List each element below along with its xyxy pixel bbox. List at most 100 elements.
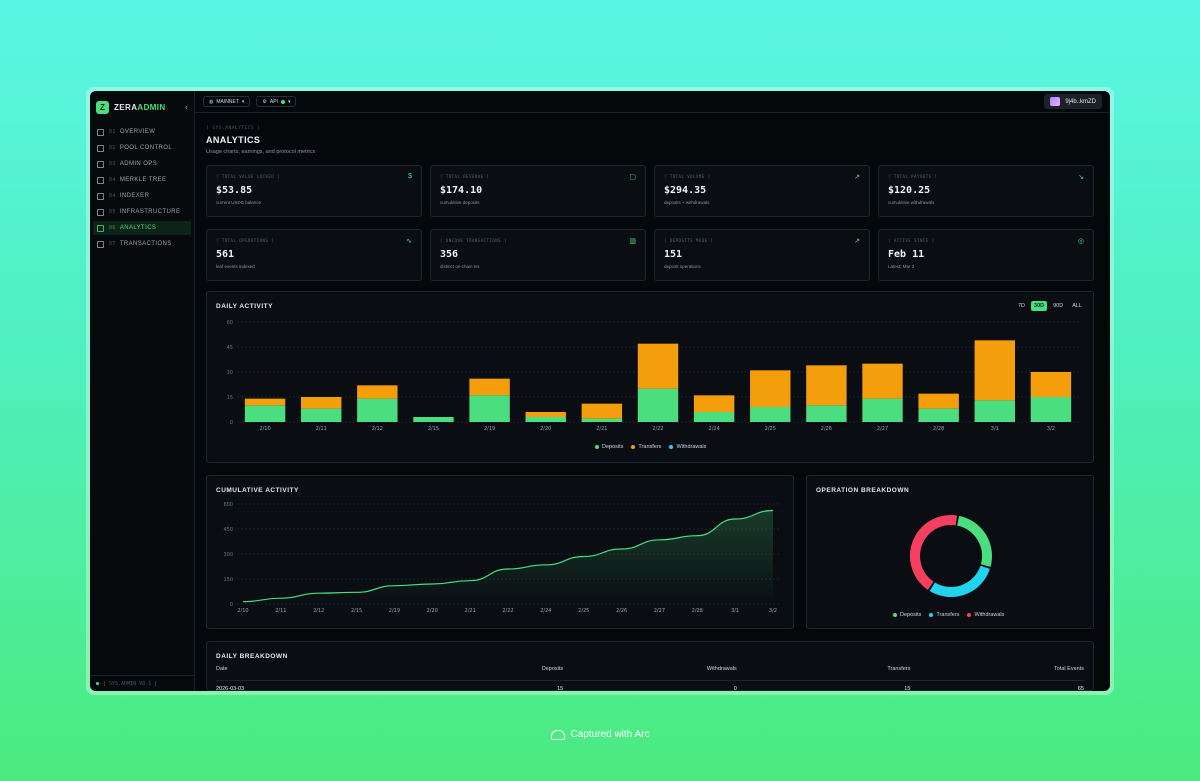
range-30d[interactable]: 30D xyxy=(1031,301,1048,311)
donut-slice-transfers[interactable] xyxy=(929,565,990,597)
cumulative-activity-panel: CUMULATIVE ACTIVITY 0 150 300 450 600 2/10 2/1… xyxy=(206,475,794,629)
donut-slice-deposits[interactable] xyxy=(956,515,992,567)
stat-label: [ TOTAL REVENUE ] xyxy=(440,174,490,179)
bar-deposits[interactable] xyxy=(637,388,679,422)
table-cell: 2026-03-03 xyxy=(216,686,245,691)
range-90d[interactable]: 90D xyxy=(1053,303,1064,309)
stat-value: $120.25 xyxy=(888,185,931,196)
page-sys-label: [ SYS.ANALYTICS ] xyxy=(206,126,261,131)
brand-logo-icon: Z xyxy=(96,100,109,114)
bar-deposits[interactable] xyxy=(357,398,398,422)
network-selector[interactable]: ◍ MAINNET ▾ xyxy=(203,96,251,107)
stat-value: $174.10 xyxy=(440,185,483,196)
sidebar-item-overview[interactable]: 01 OVERVIEW xyxy=(93,125,191,139)
legend-transfers[interactable]: Transfers xyxy=(631,444,661,450)
bar-transfers[interactable] xyxy=(750,370,791,407)
bar-transfers[interactable] xyxy=(469,378,510,396)
bar-transfers[interactable] xyxy=(581,403,623,419)
stat-label: [ DEPOSITS MADE ] xyxy=(664,238,714,243)
bar-transfers[interactable] xyxy=(1030,372,1072,397)
wallet-address: 9j4b..kmZD xyxy=(1065,98,1096,105)
bar-deposits[interactable] xyxy=(525,417,566,422)
bar-deposits[interactable] xyxy=(300,408,342,422)
bar-transfers[interactable] xyxy=(357,385,398,399)
nav-icon xyxy=(97,160,104,168)
legend-withdrawals[interactable]: Withdrawals xyxy=(669,444,706,450)
sidebar-item-indexer[interactable]: 04 INDEXER xyxy=(93,189,191,203)
cumulative-line[interactable] xyxy=(242,509,774,603)
brand[interactable]: Z ZERAADMIN ‹ xyxy=(90,95,194,119)
bar-transfers[interactable] xyxy=(693,395,735,412)
sidebar-item-admin-ops[interactable]: 03 ADMIN OPS xyxy=(93,157,191,171)
legend-dot-icon xyxy=(669,445,674,449)
bar-deposits[interactable] xyxy=(862,398,903,422)
stat-cards: [ TOTAL VALUE LOCKED ] $ $53.85 current USD… xyxy=(206,165,1099,293)
window-frame: Z ZERAADMIN ‹ 01 OVERVIEW 02 POOL CONTROL 03… xyxy=(86,87,1114,695)
legend-dot-icon xyxy=(631,445,636,449)
topbar: ◍ MAINNET ▾ ⚙ API ▾ 9j4b..kmZD xyxy=(195,91,1110,113)
nav-number: 01 xyxy=(109,129,116,135)
bar-deposits[interactable] xyxy=(974,400,1016,422)
legend-deposits[interactable]: Deposits xyxy=(595,444,623,450)
bar-deposits[interactable] xyxy=(918,408,959,422)
bar-transfers[interactable] xyxy=(974,340,1016,401)
bar-transfers[interactable] xyxy=(637,343,679,389)
cumulative-area xyxy=(243,510,773,604)
captured-with-arc: Captured with Arc xyxy=(0,729,1200,740)
stat-icon: ◎ xyxy=(1077,238,1084,245)
page-subtitle: Usage charts, earnings, and protocol met… xyxy=(206,149,316,155)
stat-subtext: deposits + withdrawals xyxy=(664,200,710,205)
chevron-down-icon: ▾ xyxy=(241,98,245,105)
bar-deposits[interactable] xyxy=(469,395,510,422)
bar-transfers[interactable] xyxy=(300,397,342,409)
table-cell: 0 xyxy=(733,686,737,691)
x-tick-label: 2/25 xyxy=(765,426,776,432)
x-tick-label: 3/1 xyxy=(991,426,999,432)
bar-deposits[interactable] xyxy=(1030,397,1072,422)
range-all[interactable]: ALL xyxy=(1072,303,1082,309)
x-tick-label: 2/15 xyxy=(351,608,362,614)
legend-withdrawals[interactable]: Withdrawals xyxy=(967,612,1004,618)
bar-deposits[interactable] xyxy=(244,405,286,422)
donut-slice-withdrawals[interactable] xyxy=(910,515,958,590)
range-7d[interactable]: 7D xyxy=(1017,303,1026,309)
bar-transfers[interactable] xyxy=(244,398,286,406)
legend-dot-icon xyxy=(929,613,934,617)
x-tick-label: 3/2 xyxy=(1047,426,1055,432)
column-header: Deposits xyxy=(541,666,564,672)
stat-value: $53.85 xyxy=(216,185,253,196)
x-tick-label: 2/15 xyxy=(428,426,439,432)
legend-deposits[interactable]: Deposits xyxy=(893,612,921,618)
x-tick-label: 2/28 xyxy=(933,426,944,432)
wallet-button[interactable]: 9j4b..kmZD xyxy=(1044,94,1102,109)
bar-transfers[interactable] xyxy=(806,365,847,406)
x-tick-label: 2/25 xyxy=(578,608,589,614)
sidebar-item-pool-control[interactable]: 02 POOL CONTROL xyxy=(93,141,191,155)
nav-number: 06 xyxy=(109,225,116,231)
y-tick-label: 0 xyxy=(230,602,233,608)
bar-deposits[interactable] xyxy=(806,405,847,422)
daily-breakdown-panel: DAILY BREAKDOWN Date Deposits Withdrawals T… xyxy=(206,641,1094,691)
nav-label: POOL CONTROL xyxy=(119,145,173,151)
sidebar-item-merkle-tree[interactable]: 04 MERKLE TREE xyxy=(93,173,191,187)
sidebar-item-infrastructure[interactable]: 05 INFRASTRUCTURE xyxy=(93,205,191,219)
sidebar-item-transactions[interactable]: 07 TRANSACTIONS xyxy=(93,237,191,251)
bar-deposits[interactable] xyxy=(693,412,735,422)
nav-number: 04 xyxy=(109,193,116,199)
table-header: Date Deposits Withdrawals Transfers Total Ev… xyxy=(216,666,1084,672)
stat-value: Feb 11 xyxy=(888,249,925,260)
bar-deposits[interactable] xyxy=(750,407,791,422)
api-status[interactable]: ⚙ API ▾ xyxy=(256,96,297,107)
bar-transfers[interactable] xyxy=(525,412,566,417)
bar-deposits[interactable] xyxy=(413,417,454,422)
sidebar-item-analytics[interactable]: 06 ANALYTICS xyxy=(93,221,191,235)
nav-icon xyxy=(97,128,104,136)
bar-transfers[interactable] xyxy=(918,393,959,409)
bar-transfers[interactable] xyxy=(862,363,903,399)
legend-transfers[interactable]: Transfers xyxy=(929,612,959,618)
table-row[interactable]: 2026-03-03 15 0 15 65 xyxy=(216,680,1084,691)
bar-deposits[interactable] xyxy=(581,418,623,422)
collapse-sidebar-icon[interactable]: ‹ xyxy=(185,102,188,112)
nav-icon xyxy=(97,240,104,248)
sidebar-footer: [ SYS.ADMIN V0.1 ] xyxy=(90,675,194,691)
